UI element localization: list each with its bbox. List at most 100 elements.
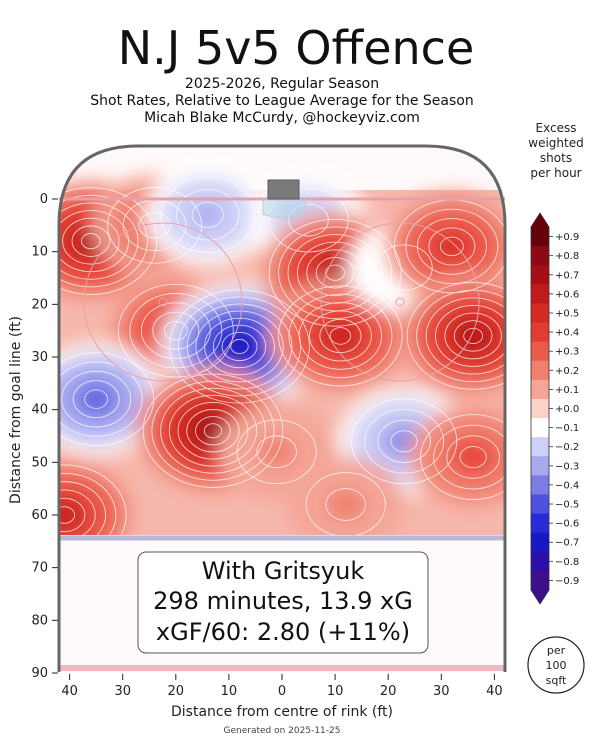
- heatmap-contour: [364, 408, 445, 474]
- heatmap-contour: [59, 202, 139, 280]
- colorbar-tick-label: −0.6: [555, 519, 579, 530]
- heatmap-contour: [288, 293, 393, 379]
- colorbar-segment: [531, 360, 549, 381]
- heatmap-contour: [416, 289, 505, 383]
- colorbar-tick-label: +0.0: [555, 404, 579, 415]
- colorbar-segment: [531, 303, 549, 324]
- colorbar-segment: [531, 513, 549, 534]
- y-tick-label: 90: [31, 666, 48, 681]
- heatmap-contour: [236, 419, 317, 485]
- colorbar-tick-label: +0.9: [555, 232, 579, 243]
- y-axis-label: Distance from goal line (ft): [8, 316, 24, 504]
- colorbar-tick-label: +0.1: [555, 385, 579, 396]
- colorbar-segment: [531, 570, 549, 591]
- colorbar-tick-label: +0.3: [555, 347, 579, 358]
- goal-net: [267, 179, 300, 200]
- x-axis-label: Distance from centre of rink (ft): [171, 704, 393, 720]
- heatmap-contour: [296, 241, 374, 304]
- heatmap-contour: [107, 187, 203, 264]
- colorbar-tick-label: −0.4: [555, 480, 579, 491]
- colorbar-arrow-up: [531, 213, 549, 227]
- colorbar-tick-label: +0.4: [555, 328, 579, 339]
- heatmap-contour: [406, 282, 505, 390]
- y-tick-label: 40: [31, 403, 48, 418]
- heatmap-contour: [375, 244, 433, 291]
- colorbar-segment: [531, 322, 549, 343]
- y-tick-label: 30: [31, 350, 48, 365]
- heatmap-contour: [439, 236, 464, 257]
- faceoff-dot-left: [158, 297, 168, 307]
- colorbar-segment: [531, 456, 549, 476]
- heatmap-contour: [186, 409, 240, 453]
- colorbar-title-line-3: shots: [540, 151, 572, 165]
- heatmap-hotspot: [192, 202, 224, 228]
- heatmap-contour: [204, 317, 275, 376]
- info-box: [137, 551, 429, 654]
- colorbar-segment: [531, 437, 549, 457]
- colorbar-tick-label: −0.9: [555, 576, 579, 587]
- x-axis-ticks: 40 30 20 10 0 10 20 30 40: [61, 674, 503, 699]
- heatmap-contour: [288, 203, 329, 237]
- colorbar-tick-label: −0.3: [555, 461, 579, 472]
- info-box-line-3: xGF/60: 2.80 (+11%): [156, 618, 410, 646]
- generated-date: Generated on 2025-11-25: [224, 726, 341, 736]
- heatmap-contour: [203, 423, 223, 439]
- heatmap-contour: [446, 435, 500, 479]
- heatmap-hotspot: [325, 265, 345, 281]
- heatmap-contour: [186, 303, 293, 390]
- heatmap-contour: [420, 414, 505, 500]
- subtitle-line-3: Micah Blake McCurdy, @hockeyviz.com: [144, 110, 420, 126]
- colorbar-tick-label: −0.8: [555, 557, 579, 568]
- y-tick-label: 20: [31, 297, 48, 312]
- faceoff-circle-left: [83, 222, 243, 382]
- heatmap-contour: [59, 489, 96, 535]
- heatmap-contour: [59, 497, 86, 533]
- heatmap-contour: [453, 320, 493, 352]
- heatmap-contour: [152, 311, 200, 350]
- heatmap-contour: [151, 380, 275, 481]
- heatmap-contour: [377, 419, 431, 463]
- heatmap-contour: [433, 424, 505, 490]
- rink-boards: [57, 144, 507, 672]
- heatmap-contour: [59, 464, 127, 535]
- x-tick-label: 40: [486, 684, 503, 699]
- heatmap-contour: [309, 310, 372, 362]
- colorbar-tick-label: +0.2: [555, 366, 579, 377]
- x-tick-label: 20: [380, 684, 397, 699]
- colorbar-title-line-2: weighted: [528, 136, 583, 150]
- x-tick-label: 30: [114, 684, 131, 699]
- heatmap-contour: [84, 389, 109, 409]
- heatmap-contour: [59, 352, 155, 447]
- colorbar-segment: [531, 551, 549, 572]
- heatmap-contour: [59, 210, 130, 273]
- x-tick-label: 40: [61, 684, 78, 699]
- colorbar-segment: [531, 398, 549, 419]
- heatmap-contour: [305, 472, 386, 535]
- faceoff-dot-right: [395, 297, 405, 307]
- colorbar-title-line-4: per hour: [530, 166, 581, 180]
- per-badge-line-3: sqft: [546, 674, 567, 687]
- per-badge-line-2: 100: [546, 659, 567, 672]
- subtitle-line-1: 2025-2026, Regular Season: [185, 76, 379, 92]
- chart-title: N.J 5v5 Offence: [118, 21, 475, 75]
- heatmap-contour: [72, 380, 120, 419]
- heatmap-contour: [163, 320, 188, 341]
- colorbar-segment: [531, 418, 549, 438]
- heatmap-hotspot: [84, 389, 108, 409]
- heatmap-hotspot: [325, 488, 366, 521]
- colorbar-segment: [531, 475, 549, 495]
- heatmap-contour: [416, 218, 487, 275]
- subtitle-line-2: Shot Rates, Relative to League Average f…: [90, 93, 473, 109]
- y-tick-label: 0: [40, 192, 48, 207]
- heatmap-contour: [138, 212, 171, 239]
- colorbar-arrow-down: [531, 590, 549, 604]
- heatmap-contour: [59, 361, 143, 437]
- crease: [262, 199, 306, 219]
- heatmap-contour: [191, 201, 224, 228]
- colorbar-title: Excess weighted shots per hour: [528, 121, 583, 180]
- heatmap-contour: [59, 506, 76, 524]
- y-axis-ticks: 0 10 20 30 40 50 60 70 80 90: [31, 192, 58, 681]
- heatmap-contour: [268, 218, 402, 327]
- heatmap-contour: [350, 398, 458, 485]
- heatmap-contour: [221, 331, 258, 362]
